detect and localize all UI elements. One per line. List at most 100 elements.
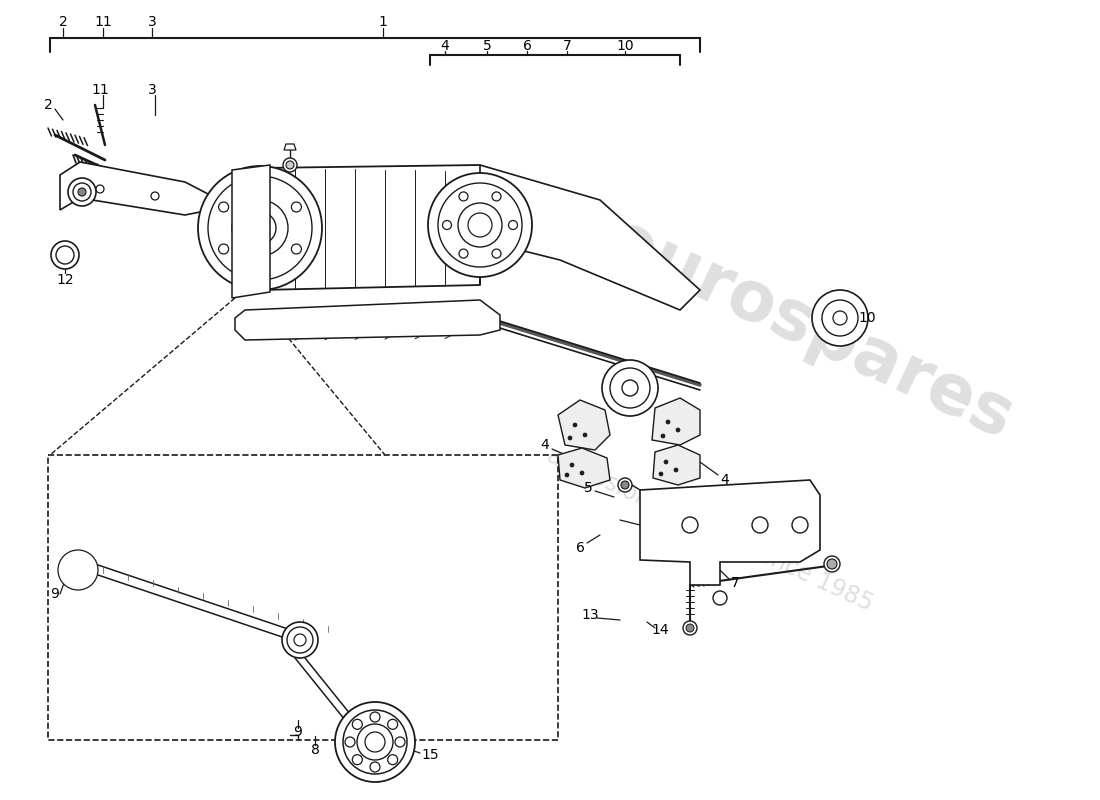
Circle shape [96,185,104,193]
Text: 3: 3 [147,83,156,97]
Circle shape [232,200,288,256]
Circle shape [621,481,629,489]
Polygon shape [652,398,700,445]
Polygon shape [60,162,210,215]
Circle shape [674,468,678,472]
Circle shape [442,221,451,230]
Circle shape [244,212,276,244]
Circle shape [492,249,500,258]
Polygon shape [480,165,700,310]
Circle shape [659,472,663,476]
Circle shape [292,202,301,212]
Circle shape [664,460,668,464]
Circle shape [387,719,398,730]
Text: a passion for parts since 1985: a passion for parts since 1985 [543,444,877,616]
Circle shape [618,478,632,492]
Text: 7: 7 [730,576,739,590]
Circle shape [822,300,858,336]
Text: 6: 6 [575,541,584,555]
Circle shape [352,754,362,765]
Circle shape [255,181,265,191]
Circle shape [51,241,79,269]
Circle shape [336,702,415,782]
Circle shape [370,712,379,722]
Text: 12: 12 [56,273,74,287]
Circle shape [387,754,398,765]
Circle shape [63,555,94,585]
Circle shape [827,559,837,569]
Circle shape [792,517,808,533]
Text: 11: 11 [95,15,112,29]
Circle shape [583,433,587,437]
Circle shape [370,762,379,772]
Circle shape [219,202,229,212]
Circle shape [676,428,680,432]
Circle shape [468,213,492,237]
Circle shape [151,192,160,200]
Circle shape [283,158,297,172]
Circle shape [294,634,306,646]
Circle shape [661,434,666,438]
Circle shape [78,188,86,196]
Circle shape [752,517,768,533]
Circle shape [282,622,318,658]
Text: 5: 5 [483,39,492,53]
Circle shape [812,290,868,346]
Circle shape [459,192,468,201]
Circle shape [198,166,322,290]
Circle shape [610,368,650,408]
Circle shape [580,471,584,475]
Circle shape [565,473,569,477]
Circle shape [570,463,574,467]
Circle shape [68,560,88,580]
Circle shape [286,161,294,169]
Circle shape [602,360,658,416]
Text: 2: 2 [58,15,67,29]
Text: 14: 14 [651,623,669,637]
Circle shape [395,737,405,747]
Text: 1: 1 [378,15,387,29]
Polygon shape [235,300,500,340]
Circle shape [345,737,355,747]
Text: 10: 10 [616,39,634,53]
Circle shape [621,380,638,396]
Circle shape [358,724,393,760]
Polygon shape [558,448,611,488]
Circle shape [833,311,847,325]
Circle shape [352,719,362,730]
Circle shape [508,221,517,230]
Text: 7: 7 [562,39,571,53]
Circle shape [682,517,698,533]
Circle shape [208,176,312,280]
Text: 3: 3 [147,15,156,29]
Text: 13: 13 [581,608,598,622]
Text: 4: 4 [540,438,549,452]
Circle shape [458,203,502,247]
Circle shape [365,732,385,752]
Circle shape [73,183,91,201]
Text: 15: 15 [421,748,439,762]
Text: 8: 8 [310,743,319,757]
Text: 11: 11 [91,83,109,97]
Circle shape [686,624,694,632]
Circle shape [568,436,572,440]
Text: 10: 10 [858,311,876,325]
Polygon shape [640,480,820,585]
Text: 9: 9 [51,587,59,601]
Circle shape [666,420,670,424]
Circle shape [428,173,532,277]
Circle shape [255,265,265,275]
Text: 6: 6 [522,39,531,53]
Circle shape [438,183,522,267]
Circle shape [824,556,840,572]
Circle shape [343,710,407,774]
Text: 4: 4 [441,39,450,53]
Text: eurospares: eurospares [596,206,1023,454]
Text: 4: 4 [720,473,729,487]
Polygon shape [653,445,700,485]
Polygon shape [558,400,611,450]
Polygon shape [284,144,296,150]
Circle shape [58,550,98,590]
Circle shape [56,246,74,264]
Circle shape [459,249,468,258]
